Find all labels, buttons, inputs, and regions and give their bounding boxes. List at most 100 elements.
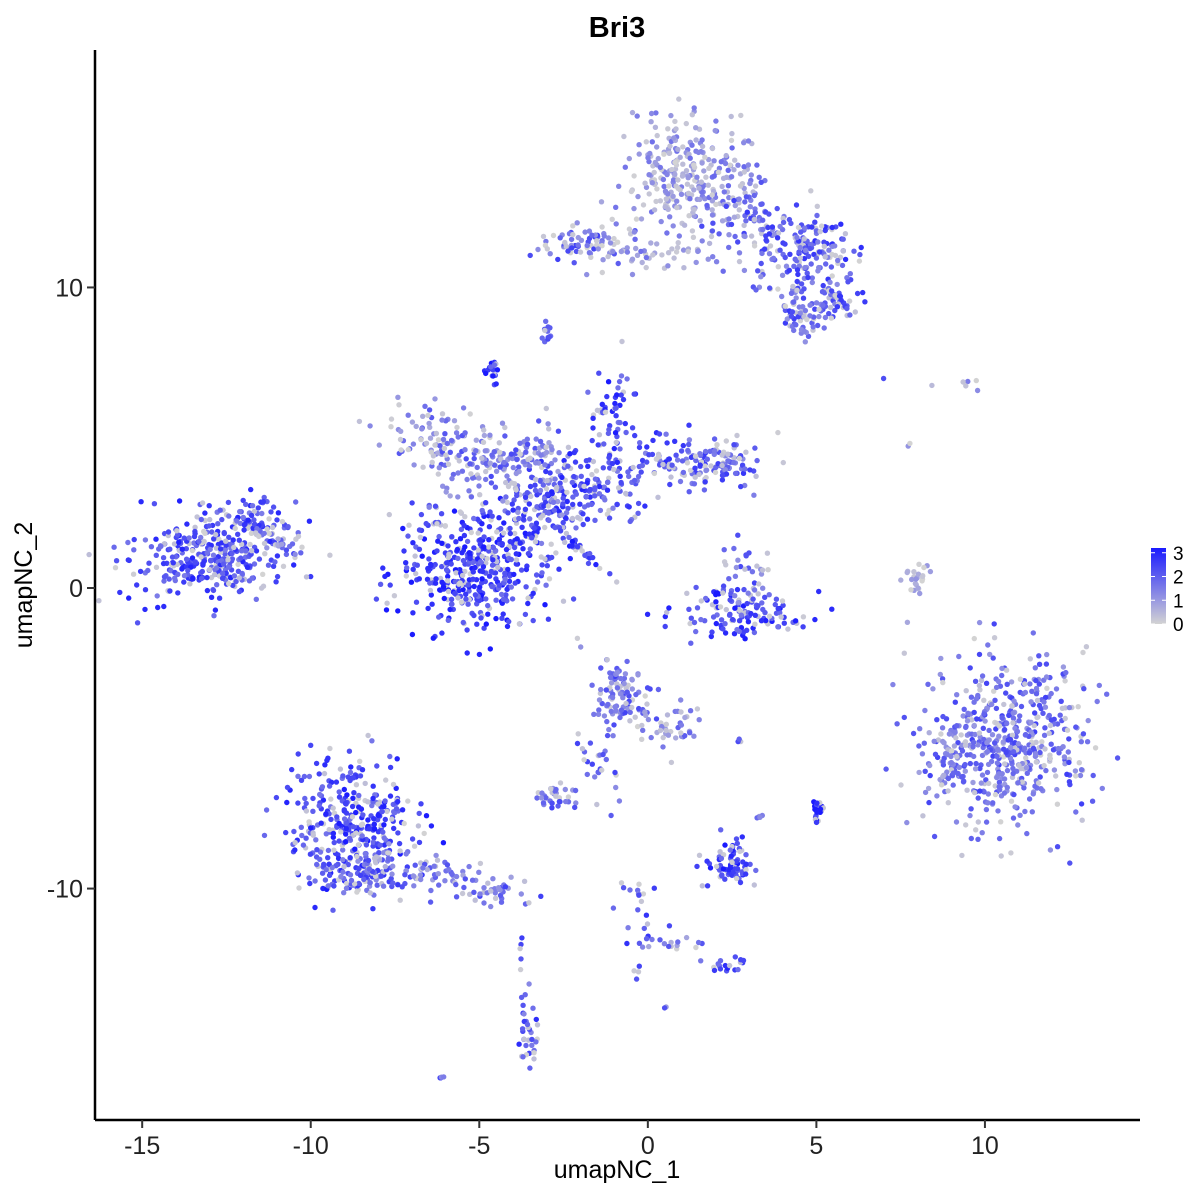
cell-point: [634, 113, 640, 119]
cell-point: [644, 459, 650, 465]
cell-point: [358, 806, 365, 812]
cell-point: [646, 191, 652, 197]
cell-point: [762, 594, 768, 600]
cell-point: [782, 241, 788, 247]
cell-point: [473, 437, 479, 443]
cell-point: [419, 426, 425, 432]
cell-point: [574, 740, 581, 747]
cell-point: [489, 513, 495, 519]
cell-point: [409, 500, 415, 506]
cell-point: [767, 243, 774, 249]
cell-point: [664, 171, 670, 178]
cell-point: [477, 492, 483, 498]
cell-point: [357, 758, 363, 764]
cell-point: [722, 962, 728, 969]
cell-point: [328, 796, 334, 802]
cell-point: [525, 600, 531, 607]
cell-point: [832, 292, 838, 298]
cell-point: [726, 962, 733, 969]
cell-point: [160, 555, 167, 561]
cell-point: [483, 476, 489, 483]
cell-point: [840, 248, 846, 254]
cell-point: [604, 718, 610, 725]
cell-point: [578, 473, 584, 479]
cell-point: [921, 740, 927, 746]
cell-point: [723, 152, 729, 159]
cell-point: [1003, 749, 1009, 755]
cell-point: [199, 568, 205, 575]
cell-point: [934, 717, 940, 723]
cell-point: [384, 808, 390, 815]
cell-point: [847, 312, 853, 318]
cell-point: [579, 746, 586, 752]
cell-point: [476, 475, 482, 481]
cell-point: [722, 630, 729, 636]
cell-point: [742, 566, 748, 572]
cell-point: [563, 510, 570, 516]
cell-point: [636, 881, 642, 887]
cell-point: [736, 258, 743, 265]
cell-point: [626, 226, 633, 232]
cell-point: [443, 489, 449, 495]
cell-point: [713, 201, 719, 208]
cell-point: [931, 833, 938, 840]
cell-point: [402, 872, 408, 878]
cell-point: [564, 489, 570, 496]
cell-point: [1030, 745, 1037, 752]
cell-point: [681, 222, 688, 228]
cell-point: [260, 498, 267, 505]
cell-point: [737, 848, 743, 855]
cell-point: [470, 559, 476, 566]
cell-point: [611, 722, 617, 728]
cell-point: [1114, 755, 1121, 761]
cell-point: [503, 592, 509, 598]
cell-point: [341, 816, 348, 822]
cell-point: [226, 534, 232, 540]
cell-point: [412, 553, 418, 559]
cell-point: [343, 825, 349, 832]
cell-point: [526, 900, 532, 906]
cell-point: [482, 448, 488, 454]
cell-point: [244, 564, 251, 570]
cell-point: [782, 307, 789, 314]
cell-point: [741, 164, 747, 170]
cell-point: [763, 617, 769, 624]
cell-point: [155, 604, 161, 611]
cell-point: [394, 756, 400, 762]
cell-point: [142, 537, 149, 543]
cell-point: [743, 194, 750, 200]
cell-point: [417, 534, 424, 540]
cell-point: [743, 852, 749, 858]
cell-point: [946, 731, 953, 737]
cell-point: [523, 1042, 529, 1049]
cell-point: [955, 740, 961, 746]
cell-point: [739, 834, 745, 840]
cell-point: [993, 705, 1000, 712]
cell-point: [543, 795, 549, 801]
cell-point: [525, 550, 532, 557]
cell-point: [183, 546, 189, 552]
cell-point: [470, 576, 476, 582]
cell-point: [161, 574, 168, 580]
cell-point: [238, 541, 245, 547]
cell-point: [794, 267, 801, 273]
cell-point: [695, 248, 701, 255]
cell-point: [148, 544, 155, 550]
cell-point: [426, 407, 433, 413]
cell-point: [982, 718, 988, 724]
cell-point: [1016, 718, 1022, 724]
cell-point: [131, 536, 137, 543]
cell-point: [636, 151, 642, 157]
cell-point: [510, 507, 516, 513]
cell-point: [348, 877, 355, 884]
cell-point: [569, 543, 575, 549]
cell-point: [517, 540, 523, 546]
cell-point: [683, 168, 690, 174]
cell-point: [809, 279, 815, 286]
cell-point: [534, 795, 540, 801]
cell-point: [810, 324, 816, 330]
cell-point: [328, 816, 334, 823]
cell-point: [503, 494, 509, 500]
cell-point: [1078, 801, 1085, 807]
cell-point: [643, 264, 649, 271]
